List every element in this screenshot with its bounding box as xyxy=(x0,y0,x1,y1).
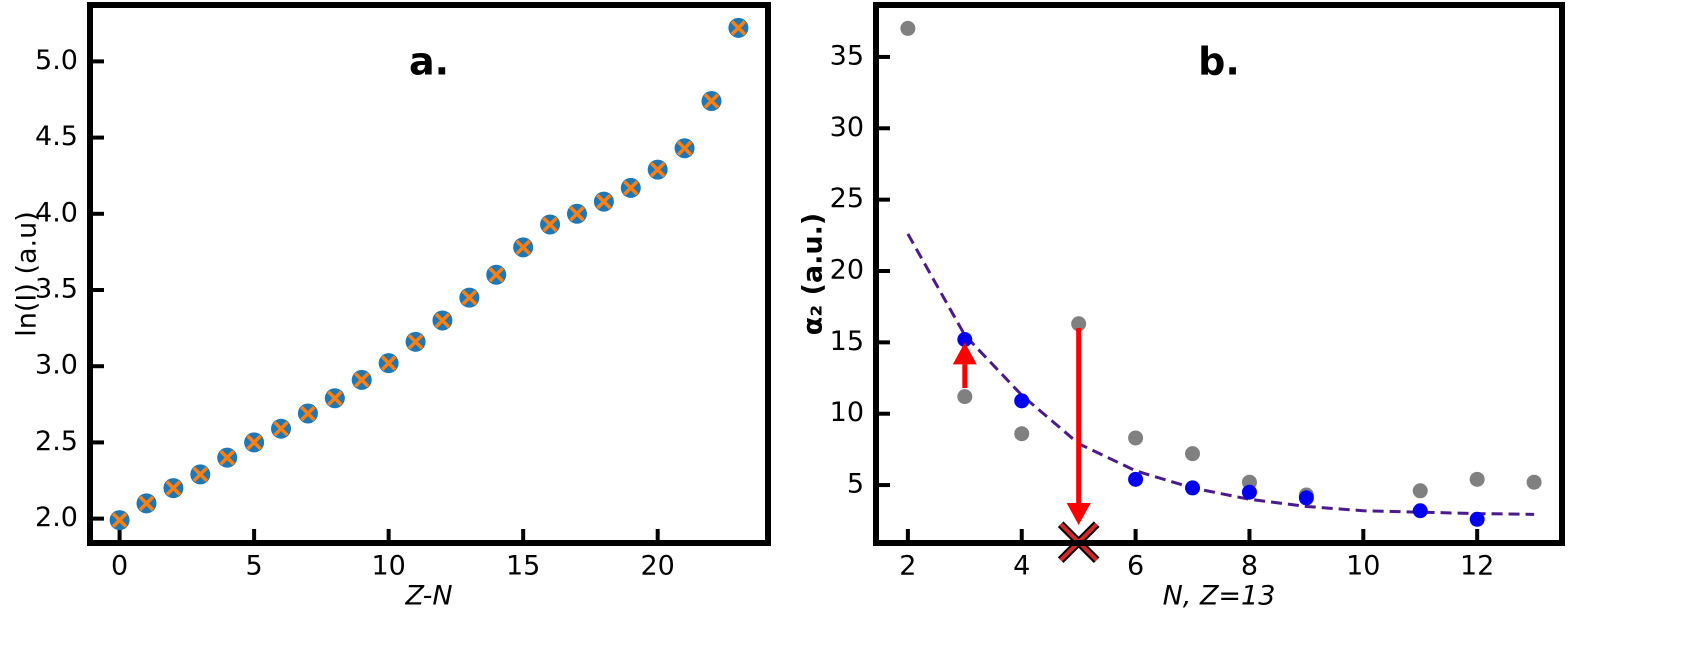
x-tick-label: 2 xyxy=(899,551,916,582)
x-tick-label: 4 xyxy=(1013,551,1030,582)
y-tick-label: 3.0 xyxy=(35,350,78,381)
x-point xyxy=(165,480,182,496)
panel-title: a. xyxy=(409,40,449,84)
x-tick-label: 8 xyxy=(1241,551,1258,582)
x-point xyxy=(327,390,343,406)
fit-line xyxy=(906,233,1535,516)
panel: 2 4 6 8 10 12 5 10 15 20 25 30 35 b. N, Z=13 α₂ (a.u.) xyxy=(798,2,1565,612)
point xyxy=(1014,393,1030,409)
x-point xyxy=(138,495,155,512)
panel-title: b. xyxy=(1198,40,1240,84)
point xyxy=(900,20,916,36)
point xyxy=(1128,471,1144,487)
y-tick-label: 5.0 xyxy=(35,45,78,76)
point xyxy=(1412,483,1428,499)
point xyxy=(1469,511,1485,527)
x-point xyxy=(407,334,424,350)
x-point xyxy=(380,355,397,371)
x-point xyxy=(246,434,262,451)
y-tick-label: 4.0 xyxy=(35,197,78,228)
point xyxy=(1469,471,1485,487)
y-tick-label: 15 xyxy=(830,326,864,357)
x-point xyxy=(300,405,316,422)
point xyxy=(1241,484,1257,500)
y-tick-label: 2.5 xyxy=(35,426,78,457)
point xyxy=(1526,474,1542,490)
y-tick-label: 5 xyxy=(847,469,864,500)
arrow-head xyxy=(952,342,977,365)
x-point xyxy=(488,267,504,283)
x-tick-label: 5 xyxy=(246,551,263,582)
y-tick-label: 35 xyxy=(830,40,864,71)
x-axis-label: Z-N xyxy=(404,581,452,612)
x-tick-label: 0 xyxy=(111,551,128,582)
x-point xyxy=(461,289,478,306)
x-point xyxy=(676,140,693,157)
y-tick-label: 20 xyxy=(830,255,864,286)
point xyxy=(1014,426,1030,442)
x-point xyxy=(192,466,209,483)
point xyxy=(1185,446,1201,462)
point xyxy=(957,332,973,348)
x-point xyxy=(434,312,451,329)
point xyxy=(957,389,973,405)
x-point xyxy=(111,512,128,528)
y-tick-label: 10 xyxy=(830,397,864,428)
x-point xyxy=(649,161,666,178)
point xyxy=(1071,316,1087,332)
x-point xyxy=(515,239,531,256)
y-tick-label: 3.5 xyxy=(35,274,78,305)
arrow-head xyxy=(1066,503,1091,526)
x-point xyxy=(569,206,585,222)
axes-frame xyxy=(87,2,771,546)
x-point xyxy=(623,180,639,196)
axes-frame xyxy=(873,2,1565,546)
y-tick-label: 30 xyxy=(830,112,864,143)
x-point xyxy=(596,193,612,210)
y-tick-label: 2.0 xyxy=(35,502,78,533)
y-tick-label: 25 xyxy=(830,183,864,214)
point xyxy=(1298,490,1314,506)
point xyxy=(1185,480,1201,496)
y-tick-label: 4.5 xyxy=(35,121,78,152)
point xyxy=(1412,503,1428,519)
point xyxy=(1128,430,1144,446)
panel: 0 5 10 15 20 2.0 2.5 3.0 3.5 4.0 4.5 5.0 a. Z-N ln(I) … xyxy=(12,2,771,612)
y-axis-label: α₂ (a.u.) xyxy=(798,213,829,335)
y-axis-label: ln(I) (a.u) xyxy=(12,211,43,337)
x-tick-label: 15 xyxy=(506,551,540,582)
x-point xyxy=(219,449,235,466)
x-axis-label: N, Z=13 xyxy=(1163,581,1276,612)
x-point xyxy=(703,93,720,109)
x-tick-label: 20 xyxy=(641,551,675,582)
x-point xyxy=(542,216,558,233)
x-point xyxy=(273,420,289,437)
x-point xyxy=(730,20,747,36)
x-tick-label: 10 xyxy=(371,551,405,582)
x-tick-label: 12 xyxy=(1460,551,1494,582)
x-tick-label: 10 xyxy=(1346,551,1380,582)
x-point xyxy=(354,372,370,388)
x-tick-label: 6 xyxy=(1127,551,1144,582)
